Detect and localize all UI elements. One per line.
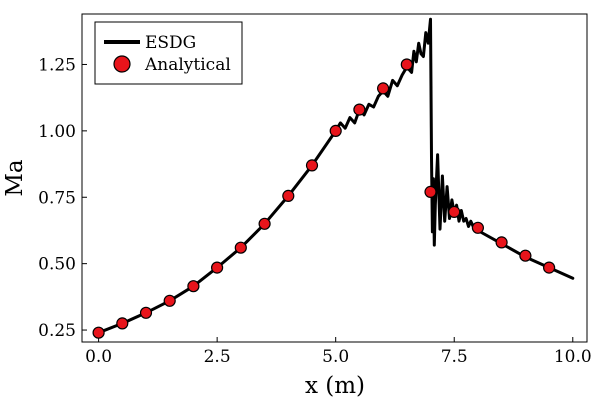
x-axis-label: x (m) xyxy=(305,373,365,399)
analytical-point xyxy=(353,103,366,116)
analytical-point xyxy=(471,221,484,234)
analytical-point xyxy=(92,326,105,339)
y-tick-label: 0.75 xyxy=(38,188,76,208)
x-tick-label: 2.5 xyxy=(204,347,231,367)
x-tick-label: 0.0 xyxy=(85,347,112,367)
analytical-point xyxy=(258,217,271,230)
legend-box xyxy=(94,21,243,85)
analytical-point xyxy=(495,236,508,249)
x-tick-label: 5.0 xyxy=(322,347,349,367)
y-tick-label: 0.25 xyxy=(38,321,76,341)
legend-analytical-label: Analytical xyxy=(144,55,231,75)
analytical-point xyxy=(519,249,532,262)
analytical-point xyxy=(139,306,153,319)
y-tick-label: 0.50 xyxy=(38,255,76,275)
y-tick-label: 1.00 xyxy=(38,122,76,142)
analytical-point xyxy=(400,58,413,71)
analytical-point xyxy=(234,241,247,254)
x-tick-label: 10.0 xyxy=(554,347,592,367)
analytical-point xyxy=(424,185,437,198)
analytical-point xyxy=(282,189,295,202)
analytical-point xyxy=(187,280,200,293)
analytical-point xyxy=(377,82,390,95)
x-tick-label: 7.5 xyxy=(441,347,468,367)
analytical-point xyxy=(305,159,319,172)
legend: ESDG Analytical xyxy=(94,21,243,85)
analytical-point xyxy=(116,317,129,330)
analytical-point xyxy=(163,294,176,307)
analytical-point xyxy=(329,124,342,137)
plot-frame xyxy=(81,13,588,343)
y-tick-label: 1.25 xyxy=(38,55,76,75)
analytical-point xyxy=(211,261,224,274)
analytical-point xyxy=(448,205,461,218)
legend-esdg-label: ESDG xyxy=(145,33,196,53)
analytical-point xyxy=(542,261,556,274)
y-axis-label: Ma xyxy=(2,159,28,197)
legend-analytical-swatch xyxy=(113,55,131,73)
